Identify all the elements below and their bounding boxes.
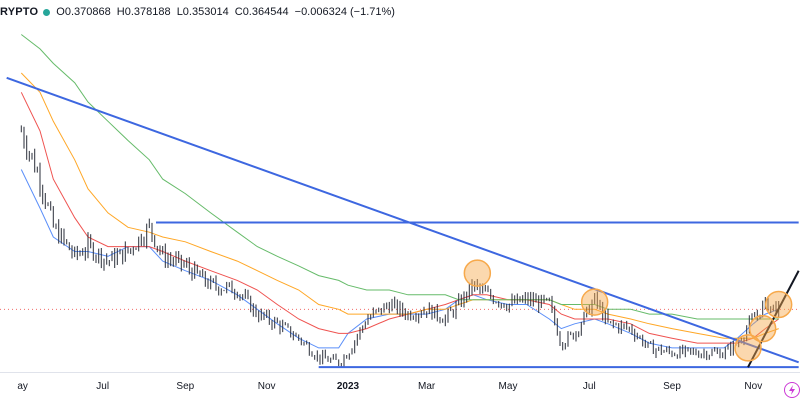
x-tick-label: Jul: [96, 381, 110, 392]
ohlc-values: O0.370868 H0.378188 L0.353014 C0.364544 …: [56, 6, 398, 18]
x-tick-label: May: [498, 381, 518, 392]
x-tick-label: Sep: [663, 381, 681, 392]
trendline: [747, 270, 800, 368]
time-axis[interactable]: ay Jul Sep Nov 2023 Mar May Jul Sep Nov: [0, 372, 800, 401]
open-value: O0.370868: [56, 6, 111, 18]
moving-average-3: [20, 72, 779, 339]
x-tick-label: ay: [17, 381, 28, 392]
change-value: −0.006324 (−1.71%): [294, 6, 395, 18]
candles: [20, 125, 780, 368]
highlight-circle: [764, 290, 793, 319]
moving-average-1: [20, 169, 779, 349]
high-value: H0.378188: [116, 6, 171, 18]
moving-average-4: [20, 34, 779, 320]
symbol-name[interactable]: RYPTO: [0, 6, 39, 18]
trendline: [6, 76, 800, 364]
highlight-circle: [463, 259, 492, 287]
tradingview-lightning-icon[interactable]: [784, 382, 800, 398]
x-tick-label: Nov: [257, 381, 276, 392]
x-tick-label: Nov: [744, 381, 763, 392]
x-tick-label: Sep: [176, 381, 195, 392]
low-value: L0.353014: [176, 6, 229, 18]
price-chart[interactable]: [0, 0, 800, 372]
highlight-circle: [748, 314, 777, 343]
market-status-dot: [43, 8, 51, 16]
highlight-circle: [734, 334, 762, 362]
x-tick-label: 2023: [336, 381, 360, 392]
x-tick-label: Jul: [582, 381, 596, 392]
highlight-circle: [580, 288, 609, 316]
x-tick-label: Mar: [418, 381, 436, 392]
symbol-legend: RYPTO O0.370868 H0.378188 L0.353014 C0.3…: [0, 3, 398, 21]
close-value: C0.364544: [234, 6, 289, 18]
